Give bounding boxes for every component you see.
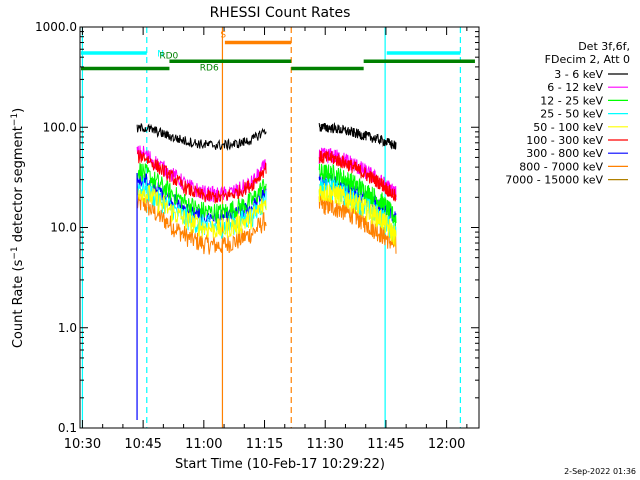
series-line-800-7000-kev-seg1 — [136, 194, 267, 255]
legend-entry-label: 7000 - 15000 keV — [505, 174, 603, 187]
render-timestamp: 2-Sep-2022 01:36 — [564, 467, 636, 476]
flag-label-rd6: RD6 — [200, 63, 219, 73]
series-line-3-6-kev-seg1 — [136, 123, 267, 151]
y-tick-label: 0.1 — [58, 421, 77, 435]
x-tick-label: 11:30 — [306, 437, 343, 452]
flag-label-n: N — [157, 49, 164, 59]
y-tick-label: 100.0 — [43, 120, 77, 134]
x-tick-label: 10:45 — [124, 437, 161, 452]
series-line-12-25-kev-seg1 — [136, 162, 267, 223]
legend-header-line-1: Det 3f,6f, — [578, 40, 630, 53]
series-line-100-300-kev-seg1 — [136, 150, 267, 204]
x-tick-label: 11:45 — [367, 437, 404, 452]
legend-entry-label: 100 - 300 keV — [526, 134, 603, 147]
series-line-100-300-kev-seg2 — [318, 150, 397, 202]
series-line-3-6-kev-seg2 — [318, 122, 397, 150]
x-tick-label: 11:00 — [185, 437, 222, 452]
legend-entry-label: 300 - 800 keV — [526, 147, 603, 160]
legend-entry-label: 12 - 25 keV — [540, 94, 603, 107]
flag-label-rd0: RD0 — [159, 52, 178, 62]
legend-entry-label: 800 - 7000 keV — [519, 160, 603, 173]
legend-header-line-2: FDecim 2, Att 0 — [545, 53, 630, 66]
chart-title: RHESSI Count Rates — [210, 5, 351, 21]
x-tick-label: 11:15 — [246, 437, 283, 452]
legend-entry-label: 50 - 100 keV — [533, 121, 603, 134]
legend-entry-label: 3 - 6 keV — [554, 68, 603, 81]
y-axis-label: Count Rate (s−1 detector segment−1) — [10, 108, 26, 348]
y-axis: 0.1 1.0 10.0 100.0 1000.0 — [35, 20, 479, 435]
flag-label-s: S — [220, 30, 226, 40]
x-axis-label: Start Time (10-Feb-17 10:29:22) — [175, 457, 385, 472]
x-tick-label: 10:30 — [64, 437, 101, 452]
x-tick-label: 12:00 — [428, 437, 465, 452]
legend-entry-label: 6 - 12 keV — [547, 81, 603, 94]
series-layer — [136, 122, 397, 421]
y-tick-label: 1.0 — [58, 321, 77, 335]
y-tick-label: 1000.0 — [35, 20, 77, 34]
legend-entry-label: 25 - 50 keV — [540, 108, 603, 121]
y-tick-label: 10.0 — [50, 221, 77, 235]
series-line-50-100-kev-seg2 — [318, 182, 397, 247]
series-line-50-100-kev-seg1 — [136, 185, 267, 238]
x-axis: 10:30 10:45 11:00 11:15 11:30 11:45 12:00 — [64, 27, 468, 452]
